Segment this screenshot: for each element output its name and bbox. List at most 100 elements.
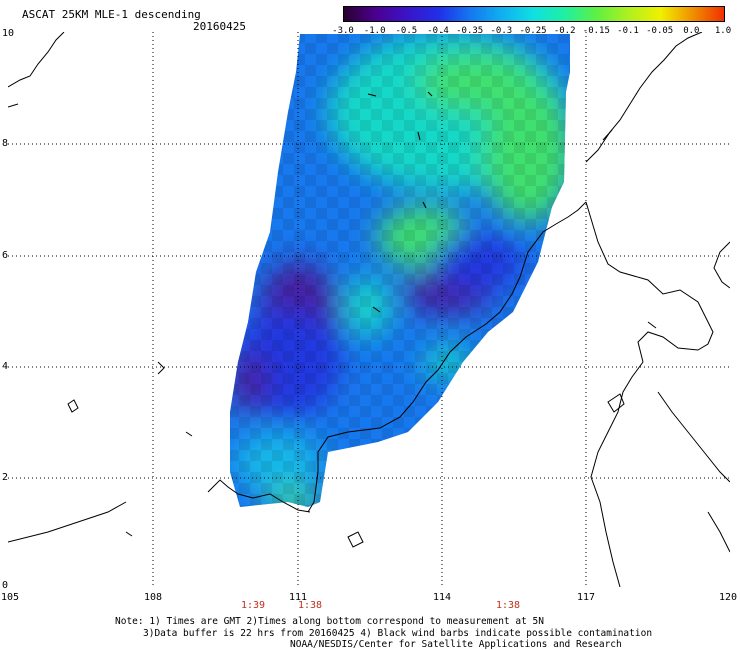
swath-pixel [371,417,382,428]
swath-pixel [228,516,239,527]
swath-pixel [294,494,305,505]
swath-pixel [230,76,239,87]
swath-pixel [503,417,514,428]
swath-pixel [338,362,349,373]
swath-pixel [503,43,514,54]
swath-pixel [404,406,415,417]
island-4 [125,531,133,537]
swath-pixel [547,395,558,406]
swath-pixel [569,329,570,340]
swath-pixel [459,351,470,362]
swath-pixel [272,54,283,65]
swath-pixel [569,197,570,208]
swath-pixel [393,87,404,98]
swath-pixel [547,307,558,318]
swath-pixel [415,131,426,142]
swath-pixel [272,428,283,439]
swath-pixel [349,263,360,274]
swath-pixel [492,208,503,219]
swath-pixel [393,483,404,494]
swath-pixel [459,263,470,274]
note-line-2: 3)Data buffer is 22 hrs from 20160425 4)… [143,628,653,639]
swath-pixel [404,142,415,153]
colorbar-tick-label: -1.0 [363,26,386,36]
swath-pixel [371,461,382,472]
swath-pixel [415,153,426,164]
swath-pixel [503,329,514,340]
swath-pixel [426,428,437,439]
swath-pixel [230,296,239,307]
swath-pixel [327,395,338,406]
swath-pixel [558,252,569,263]
swath-pixel [338,340,349,351]
colorbar-labels: -3.0 -1.0 -0.5 -0.4 -0.35 -0.3 -0.25 -0.2 -0.15-… [325,26,735,40]
time-label-1: 1:39 [240,600,266,611]
swath-pixel [349,373,360,384]
swath-pixel [338,494,349,505]
swath-pixel [525,461,536,472]
swath-pixel [272,208,283,219]
swath-pixel [547,505,558,507]
swath-pixel [503,439,514,450]
swath-pixel [503,461,514,472]
swath-pixel [349,329,360,340]
swath-pixel [327,329,338,340]
swath-pixel [250,362,261,373]
swath-pixel [470,274,481,285]
swath-pixel [327,43,338,54]
swath-pixel [448,406,459,417]
swath-pixel [382,274,393,285]
swath-pixel [437,197,448,208]
swath-pixel [426,450,437,461]
swath-pixel [327,307,338,318]
swath-pixel [305,153,316,164]
swath-pixel [393,263,404,274]
swath-pixel [230,494,239,505]
swath-pixel [272,98,283,109]
swath-pixel [558,120,569,131]
swath-pixel [503,65,514,76]
swath-pixel [283,175,294,186]
swath-pixel [415,43,426,54]
swath-pixel [371,307,382,318]
colorbar-tick-label: -0.15 [582,26,610,36]
swath-pixel [437,153,448,164]
swath-pixel [547,109,558,120]
swath-pixel [305,373,316,384]
swath-pixel [536,142,547,153]
swath-pixel [492,120,503,131]
swath-pixel [492,34,503,43]
swath-pixel [558,362,569,373]
island-12 [185,431,193,437]
swath-pixel [239,439,250,450]
swath-pixel [448,450,459,461]
swath-pixel [230,252,239,263]
swath-pixel [536,54,547,65]
swath-pixel [514,98,525,109]
swath-pixel [230,406,239,417]
swath-pixel [415,263,426,274]
swath-pixel [569,219,570,230]
swath-pixel [547,65,558,76]
swath-pixel [448,318,459,329]
swath-pixel [360,472,371,483]
swath-pixel [393,351,404,362]
swath-pixel [393,417,404,428]
swath-pixel [327,175,338,186]
swath-pixel [558,142,569,153]
swath-pixel [448,98,459,109]
swath-pixel [536,450,547,461]
swath-pixel [459,483,470,494]
swath-pixel [261,87,272,98]
swath-pixel [404,76,415,87]
swath-pixel [569,285,570,296]
swath-pixel [261,131,272,142]
coastline-philippines [713,241,730,289]
swath-pixel [448,186,459,197]
swath-pixel [393,131,404,142]
swath-pixel [404,340,415,351]
swath-pixel [415,351,426,362]
swath-pixel [459,87,470,98]
lat-label-2: 2 [2,472,9,483]
swath-pixel [261,43,272,54]
